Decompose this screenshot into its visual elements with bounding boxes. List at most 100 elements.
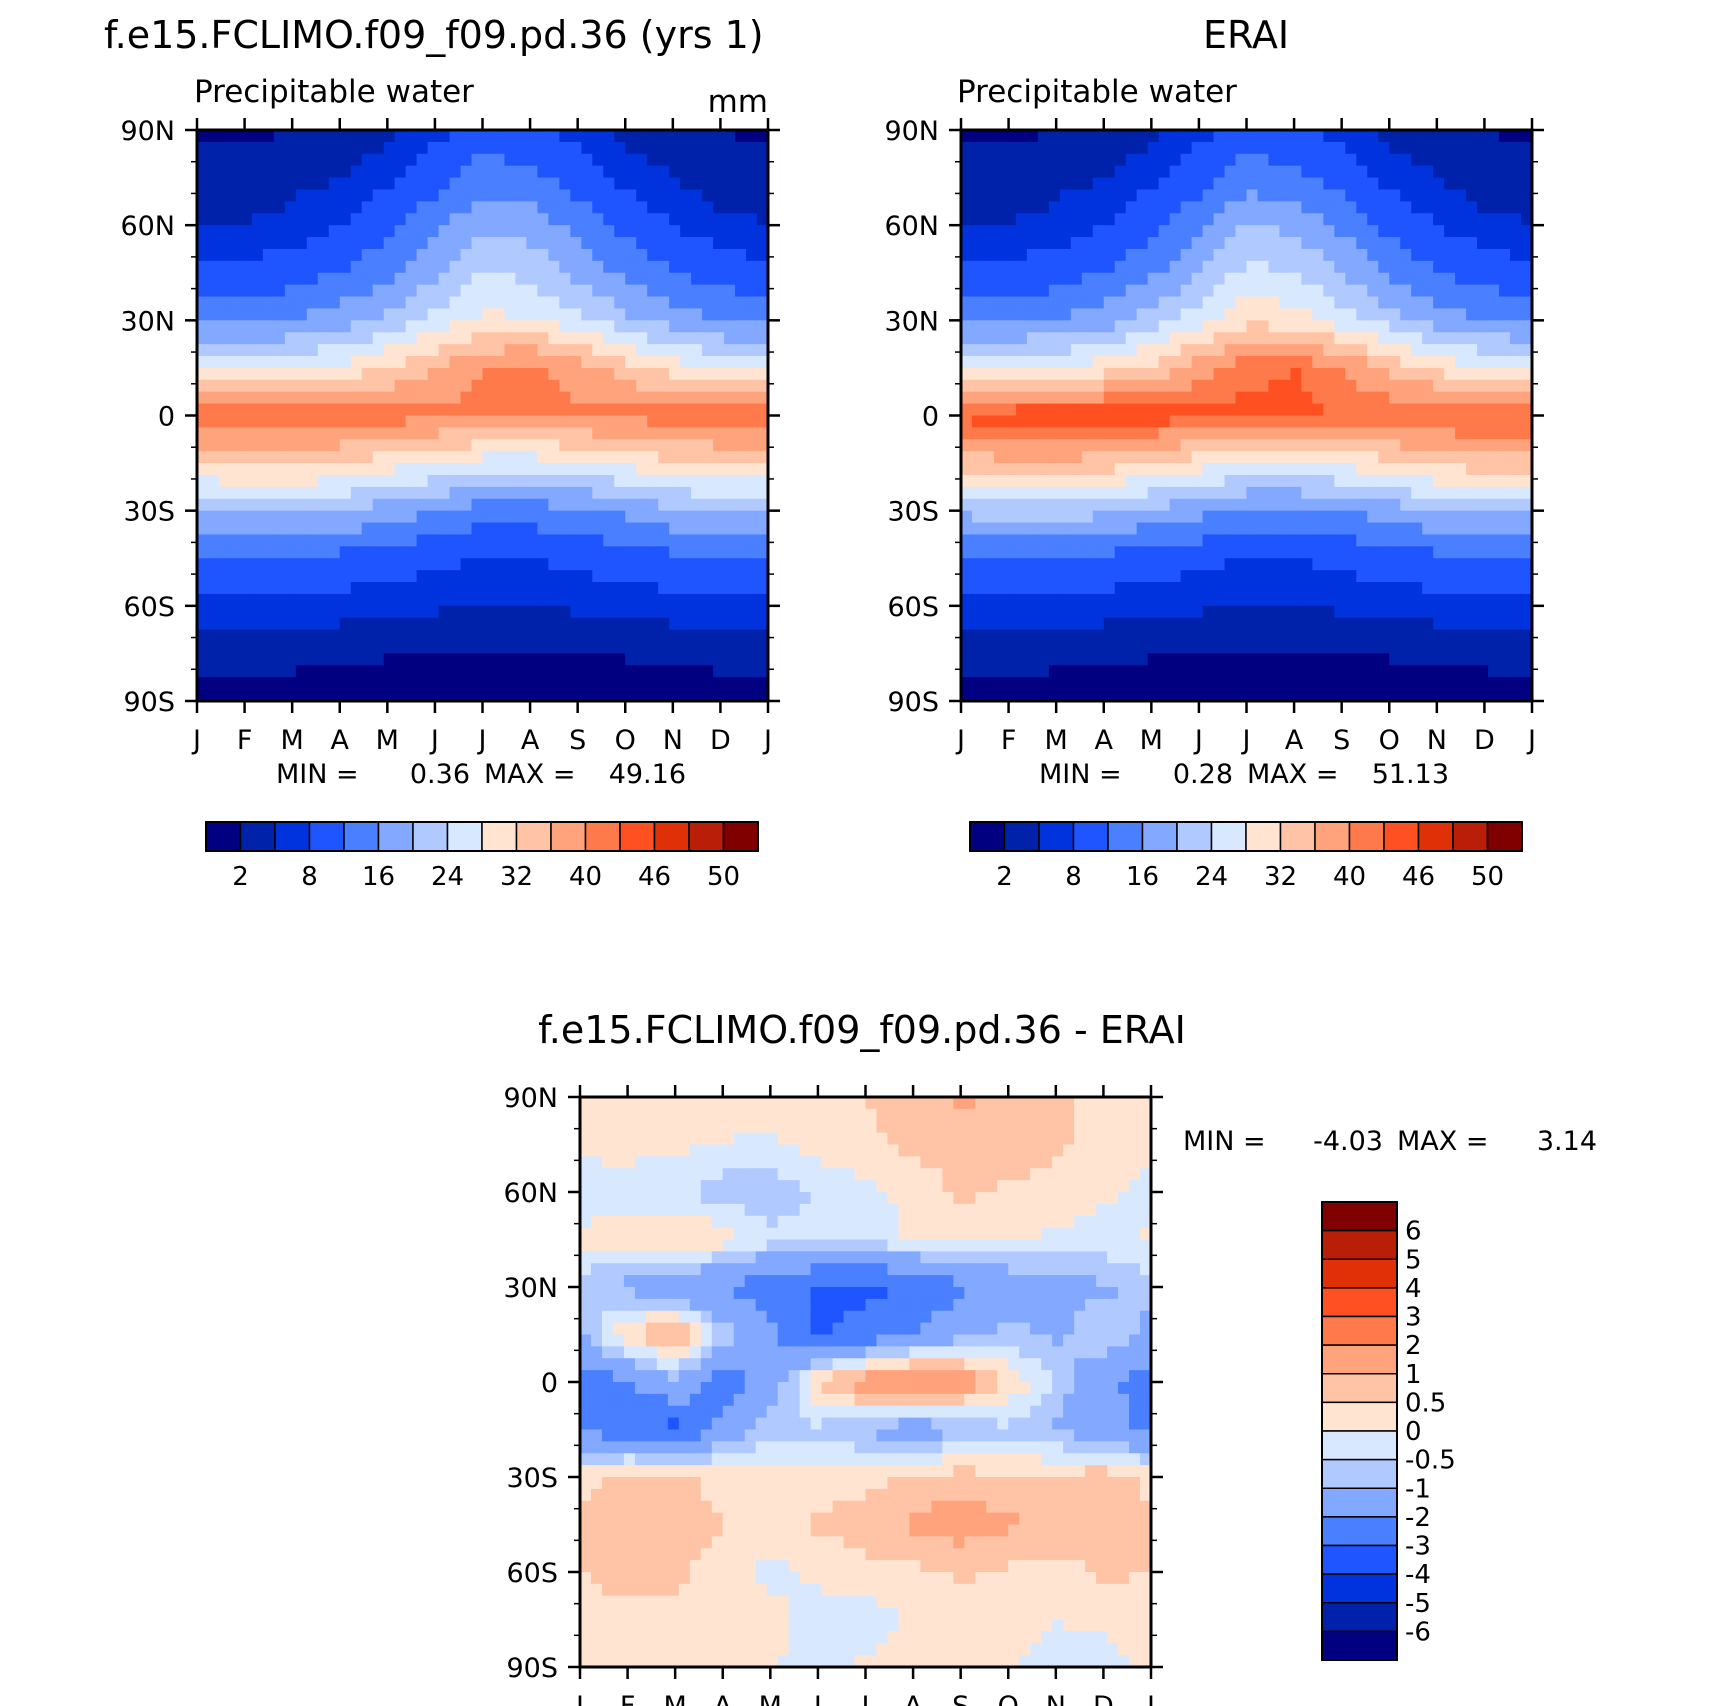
contour-cell bbox=[1246, 391, 1259, 405]
contour-cell bbox=[471, 153, 484, 167]
contour-cell bbox=[1213, 439, 1226, 452]
contour-cell bbox=[570, 391, 582, 405]
contour-cell bbox=[1070, 558, 1083, 571]
contour-cell bbox=[1290, 474, 1302, 488]
contour-cell bbox=[570, 332, 582, 345]
contour-cell bbox=[416, 332, 429, 345]
contour-cell bbox=[251, 653, 264, 666]
contour-cell bbox=[1092, 296, 1105, 310]
lat-label: 60N bbox=[120, 211, 175, 242]
contour-cell bbox=[1092, 391, 1105, 405]
contour-cell bbox=[691, 427, 703, 440]
contour-cell bbox=[273, 665, 286, 678]
contour-cell bbox=[1114, 558, 1127, 571]
contour-cell bbox=[614, 177, 626, 191]
contour-cell bbox=[207, 415, 220, 428]
contour-cell bbox=[724, 498, 736, 512]
contour-cell bbox=[1334, 356, 1346, 369]
contour-cell bbox=[1367, 451, 1379, 464]
contour-cell bbox=[1081, 451, 1094, 464]
contour-cell bbox=[647, 665, 659, 678]
contour-cell bbox=[1510, 379, 1522, 393]
contour-cell bbox=[961, 130, 973, 143]
contour-cell bbox=[383, 439, 396, 452]
contour-cell bbox=[1466, 177, 1478, 191]
contour-cell bbox=[1290, 272, 1302, 286]
contour-cell bbox=[284, 403, 297, 417]
contour-cell bbox=[229, 213, 242, 226]
contour-cell bbox=[1411, 237, 1423, 250]
contour-cell bbox=[1059, 332, 1072, 345]
contour-cell bbox=[1411, 344, 1423, 357]
contour-cell bbox=[1290, 605, 1302, 619]
contour-cell bbox=[961, 498, 973, 512]
contour-cell bbox=[229, 415, 242, 428]
contour-cell bbox=[1158, 356, 1171, 369]
contour-cell bbox=[735, 296, 747, 310]
contour-cell bbox=[251, 403, 264, 417]
contour-cell bbox=[372, 474, 385, 488]
contour-cell bbox=[1422, 260, 1434, 274]
contour-cell bbox=[493, 177, 506, 191]
contour-cell bbox=[625, 439, 637, 452]
contour-cell bbox=[1510, 201, 1522, 214]
contour-cell bbox=[460, 213, 473, 226]
contour-cell bbox=[603, 344, 615, 357]
contour-cell bbox=[295, 141, 308, 155]
contour-cell bbox=[1246, 593, 1259, 607]
contour-cell bbox=[647, 165, 659, 179]
contour-cell bbox=[1015, 486, 1028, 500]
contour-cell bbox=[1213, 534, 1226, 547]
contour-cell bbox=[1378, 474, 1390, 488]
contour-cell bbox=[1235, 474, 1248, 488]
contour-cell bbox=[625, 189, 637, 202]
contour-cell bbox=[1103, 165, 1116, 179]
contour-cell bbox=[1081, 415, 1094, 428]
contour-cell bbox=[614, 165, 626, 179]
contour-cell bbox=[746, 177, 758, 191]
contour-cell bbox=[1169, 130, 1182, 143]
contour-cell bbox=[416, 320, 429, 333]
contour-cell bbox=[647, 141, 659, 155]
contour-cell bbox=[339, 415, 352, 428]
contour-cell bbox=[1147, 403, 1160, 417]
contour-cell bbox=[746, 558, 758, 571]
contour-cell bbox=[1422, 653, 1434, 666]
contour-cell bbox=[548, 248, 560, 262]
contour-cell bbox=[328, 641, 341, 655]
contour-cell bbox=[339, 153, 352, 167]
contour-cell bbox=[471, 653, 484, 666]
contour-cell bbox=[636, 165, 648, 179]
contour-cell bbox=[1235, 486, 1248, 500]
contour-cell bbox=[1092, 474, 1105, 488]
contour-cell bbox=[1334, 248, 1346, 262]
contour-cell bbox=[1202, 570, 1215, 583]
contour-cell bbox=[1400, 653, 1412, 666]
contour-cell bbox=[1048, 284, 1061, 298]
contour-cell bbox=[1312, 570, 1324, 583]
contour-cell bbox=[735, 344, 747, 357]
contour-cell bbox=[1334, 379, 1346, 393]
contour-cell bbox=[961, 379, 973, 393]
contour-cell bbox=[1224, 534, 1237, 547]
contour-cell bbox=[262, 629, 275, 643]
contour-cell bbox=[1147, 332, 1160, 345]
contour-cell bbox=[1037, 344, 1050, 357]
contour-cell bbox=[449, 617, 462, 631]
contour-cell bbox=[669, 367, 681, 381]
contour-cell bbox=[982, 665, 995, 678]
contour-cell bbox=[515, 641, 528, 655]
contour-cell bbox=[1477, 237, 1489, 250]
contour-cell bbox=[317, 272, 330, 286]
contour-cell bbox=[636, 332, 648, 345]
contour-cell bbox=[1367, 570, 1379, 583]
contour-cell bbox=[1224, 593, 1237, 607]
contour-cell bbox=[361, 534, 374, 547]
contour-cell bbox=[625, 665, 637, 678]
contour-cell bbox=[1202, 415, 1215, 428]
contour-cell bbox=[625, 284, 637, 298]
contour-cell bbox=[515, 629, 528, 643]
contour-cell bbox=[1048, 165, 1061, 179]
contour-cell bbox=[207, 486, 220, 500]
colorbar-box bbox=[412, 821, 449, 852]
